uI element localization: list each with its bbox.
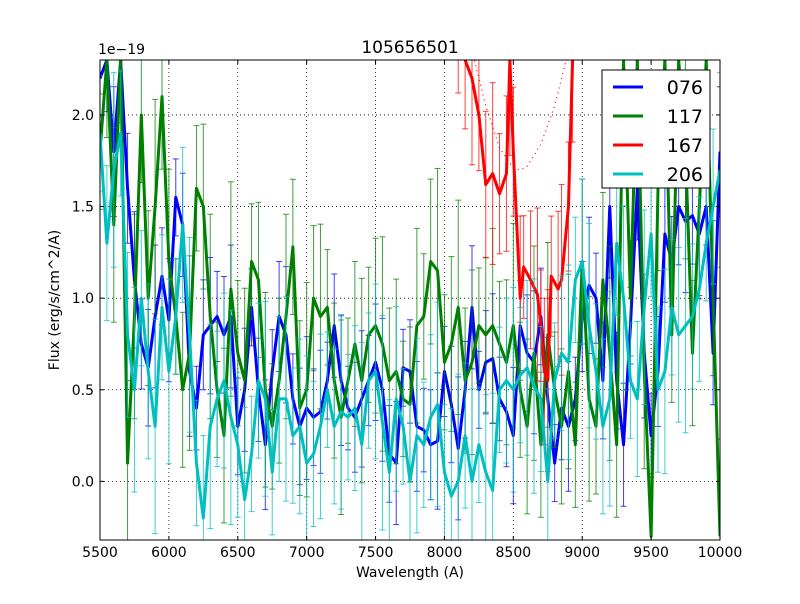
y-tick-label: 0.5 (72, 383, 94, 399)
x-tick-label: 7500 (358, 545, 394, 561)
legend-label-117: 117 (667, 106, 703, 128)
x-tick-label: 10000 (698, 545, 743, 561)
y-axis-label: Flux (erg/s/cm^2/A) (47, 230, 63, 370)
x-tick-label: 8500 (496, 545, 532, 561)
x-tick-label: 5500 (82, 545, 118, 561)
y-tick-label: 2.0 (72, 108, 94, 124)
x-tick-label: 7000 (289, 545, 325, 561)
legend-label-206: 206 (667, 164, 703, 186)
x-tick-label: 9000 (564, 545, 600, 561)
x-tick-label: 8000 (427, 545, 463, 561)
series-206 (100, 70, 720, 540)
x-tick-label: 9500 (633, 545, 669, 561)
y-tick-label: 0.0 (72, 474, 94, 490)
series-167 (455, 60, 576, 472)
legend: 076 117 167 206 (601, 69, 711, 189)
chart-title: 105656501 (361, 38, 458, 58)
plot-area (100, 60, 720, 540)
x-axis-label: Wavelength (A) (356, 565, 464, 581)
x-tick-label: 6000 (151, 545, 187, 561)
axes-frame (99, 59, 721, 541)
x-tick-label: 6500 (220, 545, 256, 561)
legend-box (601, 69, 711, 189)
series-line-167 (463, 60, 575, 383)
ticks: 5500 6000 6500 7000 7500 8000 8500 9000 9500 1000… (72, 60, 743, 561)
y-tick-label: 1.5 (72, 200, 94, 216)
series-line-206 (100, 131, 720, 520)
y-tick-label: 1.0 (72, 291, 94, 307)
legend-label-167: 167 (667, 135, 703, 157)
legend-label-076: 076 (667, 77, 703, 99)
y-offset-text: 1e−19 (98, 42, 145, 58)
